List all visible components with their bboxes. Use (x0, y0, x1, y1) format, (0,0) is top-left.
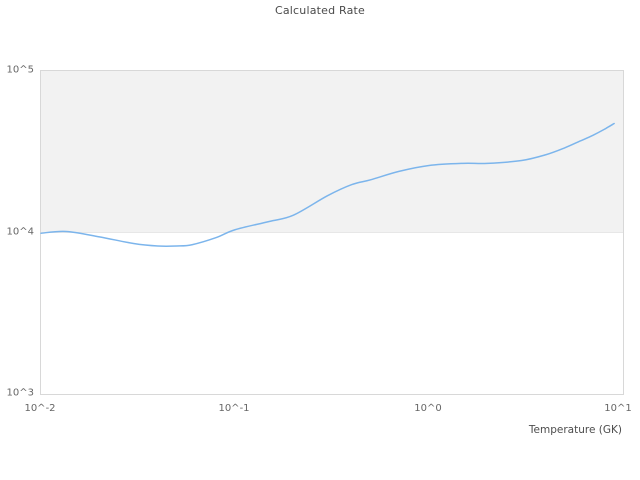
plot-area (40, 70, 624, 395)
y-tick-label: 10^3 (6, 387, 34, 399)
x-tick-label: 10^0 (414, 403, 442, 414)
chart-title: Calculated Rate (274, 4, 366, 17)
x-tick-label: 10^-2 (24, 403, 56, 414)
y-tick-label: 10^5 (6, 64, 34, 76)
x-axis-title: Temperature (GK) (528, 424, 622, 436)
plot-band (41, 71, 623, 233)
rate-line-svg (40, 122, 615, 247)
rate-line (40, 122, 615, 247)
x-tick-label: 10^1 (604, 403, 632, 414)
y-tick-label: 10^4 (6, 226, 34, 237)
x-tick-label: 10^-1 (218, 403, 250, 414)
